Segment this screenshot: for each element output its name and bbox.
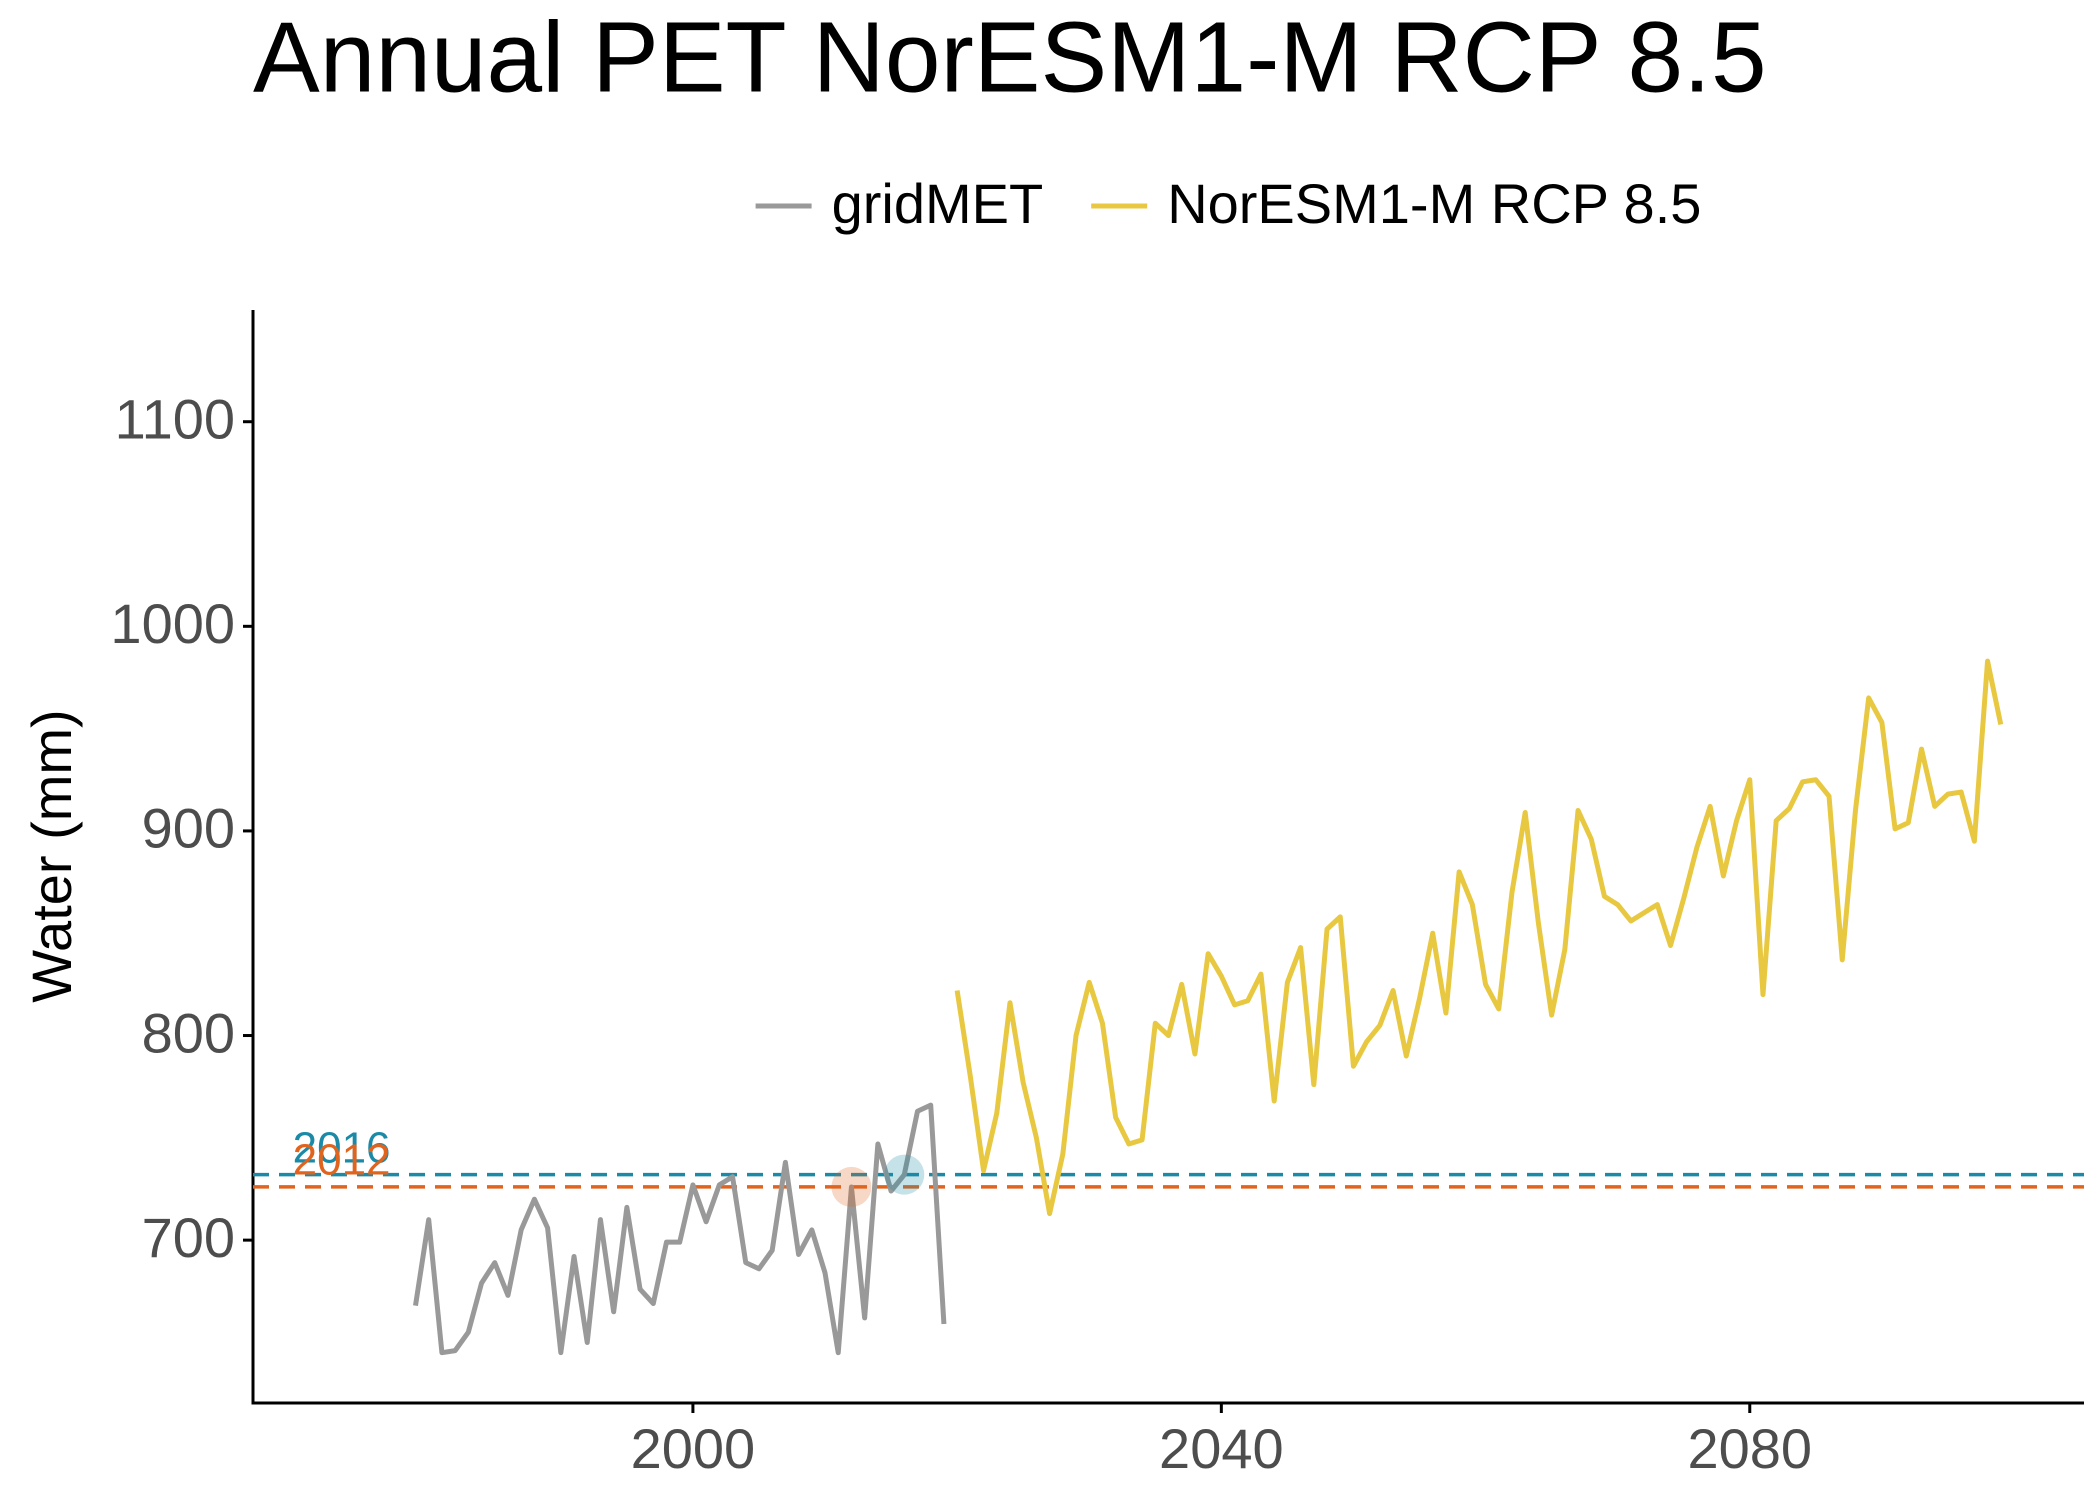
chart-title: Annual PET NorESM1-M RCP 8.5	[253, 1, 1767, 113]
y-tick-label: 800	[142, 1001, 235, 1064]
x-tick-label: 2040	[1159, 1417, 1284, 1480]
legend-label: gridMET	[832, 172, 1044, 235]
reference-label: 2012	[293, 1136, 391, 1185]
highlight-point	[884, 1154, 925, 1195]
y-tick-label: 1000	[110, 592, 235, 655]
series-line	[413, 1102, 947, 1356]
series-line	[954, 658, 2004, 1217]
x-tick-label: 2000	[631, 1417, 756, 1480]
legend-label: NorESM1-M RCP 8.5	[1167, 172, 1701, 235]
reference-label: 2016	[293, 1123, 391, 1172]
y-tick-label: 900	[142, 797, 235, 860]
y-tick-label: 700	[142, 1206, 235, 1269]
x-tick-label: 2080	[1687, 1417, 1812, 1480]
legend: gridMET NorESM1-M RCP 8.5	[755, 172, 1701, 235]
highlight-point	[831, 1166, 872, 1207]
y-tick-label: 1100	[115, 388, 235, 451]
y-axis-title: Water (mm)	[20, 709, 83, 1002]
